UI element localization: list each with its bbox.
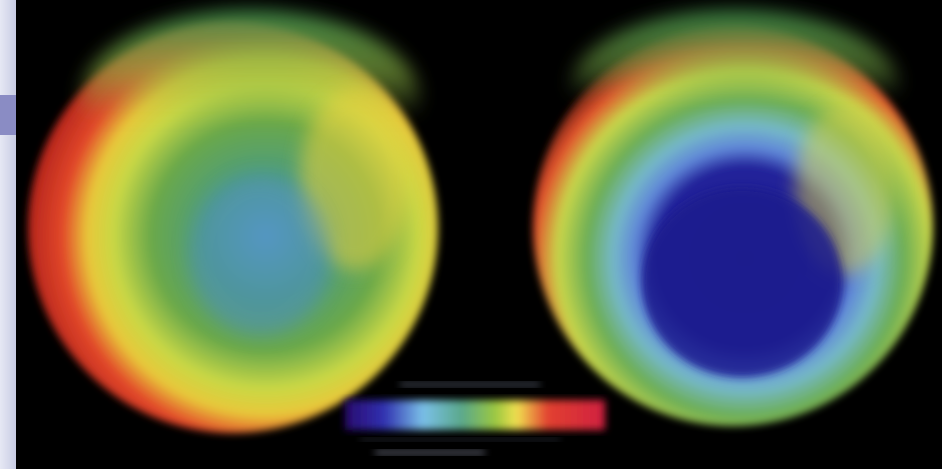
scale-caption [400, 382, 540, 387]
globe-shade [300, 90, 410, 270]
color-scale [345, 382, 605, 455]
ozone-hole [642, 187, 842, 377]
globe-shade [190, 175, 330, 335]
right-globe [533, 10, 933, 426]
scale-ticks [360, 438, 560, 441]
left-edge [0, 0, 16, 469]
scale-caption [375, 450, 485, 455]
left-globe [28, 10, 438, 433]
scale-bar [345, 400, 605, 430]
edge-stripe [0, 95, 16, 135]
